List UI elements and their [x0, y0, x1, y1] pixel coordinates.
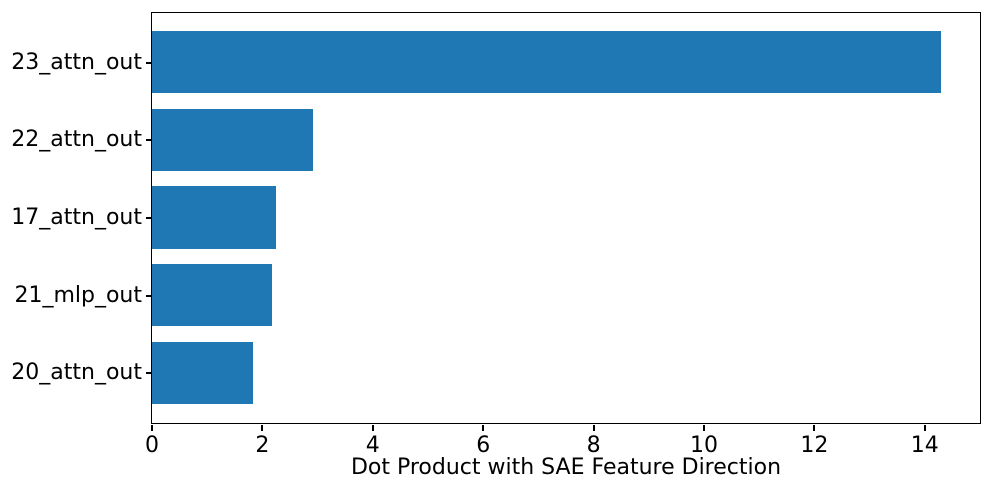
x-tick-label: 0 [145, 432, 159, 458]
x-tick-label: 6 [476, 432, 491, 458]
x-tick-label: 12 [800, 432, 829, 458]
x-tick-label: 14 [910, 432, 939, 458]
y-tick-mark [146, 61, 152, 64]
bar-22_attn_out [151, 108, 313, 171]
y-tick-label: 17_attn_out [11, 204, 142, 230]
x-tick-mark [592, 424, 595, 431]
y-tick-label: 22_attn_out [11, 127, 142, 153]
y-tick-mark [146, 139, 152, 142]
x-tick-label: 2 [255, 432, 270, 458]
bar-20_attn_out [151, 341, 253, 404]
x-tick-mark [703, 424, 705, 431]
bar-21_mlp_out [151, 264, 273, 327]
x-tick-mark [482, 424, 485, 431]
y-tick-mark [146, 217, 152, 219]
y-tick-mark [146, 294, 152, 297]
x-tick-mark [261, 424, 264, 431]
x-tick-label: 10 [690, 432, 718, 458]
bars-layer [151, 13, 980, 423]
bar-17_attn_out [151, 186, 277, 249]
x-axis-title: Dot Product with SAE Feature Direction [350, 455, 782, 480]
x-tick-mark [923, 424, 926, 431]
bar-23_attn_out [151, 31, 941, 94]
x-tick-label: 4 [365, 432, 380, 458]
y-tick-label: 21_mlp_out [14, 282, 142, 308]
x-tick-label: 8 [586, 432, 601, 458]
x-tick-mark [151, 424, 153, 431]
y-tick-mark [146, 372, 152, 375]
plot-area [150, 11, 981, 424]
x-tick-mark [371, 424, 374, 431]
x-tick-mark [813, 424, 816, 431]
y-tick-label: 23_attn_out [11, 49, 142, 75]
y-tick-label: 20_attn_out [11, 360, 142, 386]
